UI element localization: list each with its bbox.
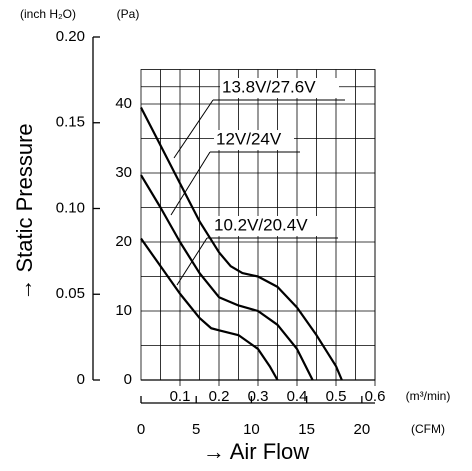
label-bg — [212, 216, 332, 236]
label-leader — [176, 237, 208, 286]
x2-tick-label: 15 — [298, 421, 315, 438]
x-title: → Air Flow — [203, 439, 309, 464]
x2-tick-label: 0 — [137, 421, 145, 438]
y2-tick-label: 0.20 — [56, 28, 85, 45]
y-tick-label: 40 — [115, 95, 132, 112]
x2-tick-label: 5 — [192, 421, 200, 438]
y2-tick-label: 0.10 — [56, 199, 85, 216]
y2-tick-label: 0.15 — [56, 114, 85, 131]
x-tick-label: 0.4 — [287, 388, 308, 405]
y-title: → Static Pressure — [12, 123, 37, 300]
x-tick-label: 0.2 — [209, 388, 230, 405]
curve — [140, 174, 314, 381]
y-tick-label: 20 — [115, 233, 132, 250]
x2-unit: (CFM) — [411, 422, 445, 436]
x2-tick-label: 10 — [243, 421, 260, 438]
x2-tick-label: 20 — [354, 421, 371, 438]
curve — [140, 106, 343, 381]
label-bg — [214, 130, 294, 150]
y-tick-label: 0 — [124, 371, 132, 388]
y-tick-label: 10 — [115, 302, 132, 319]
label-leader — [170, 151, 211, 216]
y2-unit: (inch H₂O) — [20, 7, 76, 21]
y2-tick-label: 0.05 — [56, 285, 85, 302]
y-tick-label: 30 — [115, 164, 132, 181]
label-bg — [220, 78, 339, 98]
x-tick-label: 0.3 — [248, 388, 269, 405]
y-unit: (Pa) — [117, 7, 140, 21]
x-tick-label: 0.5 — [326, 388, 347, 405]
series-label: 10.2V/20.4V — [214, 215, 308, 234]
x-tick-label: 0.6 — [365, 388, 386, 405]
curve — [140, 237, 279, 381]
label-leader — [173, 99, 214, 159]
series-label: 12V/24V — [216, 129, 282, 148]
x-unit: (m³/min) — [406, 389, 451, 403]
x-tick-label: 0.1 — [170, 388, 191, 405]
y2-tick-label: 0 — [77, 371, 85, 388]
series-label: 13.8V/27.6V — [222, 77, 316, 96]
